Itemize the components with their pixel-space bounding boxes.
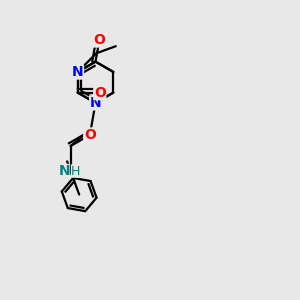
Text: O: O [84, 128, 96, 142]
Text: H: H [71, 164, 81, 178]
Text: N: N [72, 65, 83, 79]
Text: O: O [94, 85, 106, 100]
Text: O: O [93, 33, 105, 47]
Text: N: N [58, 164, 70, 178]
Text: N: N [90, 96, 101, 110]
